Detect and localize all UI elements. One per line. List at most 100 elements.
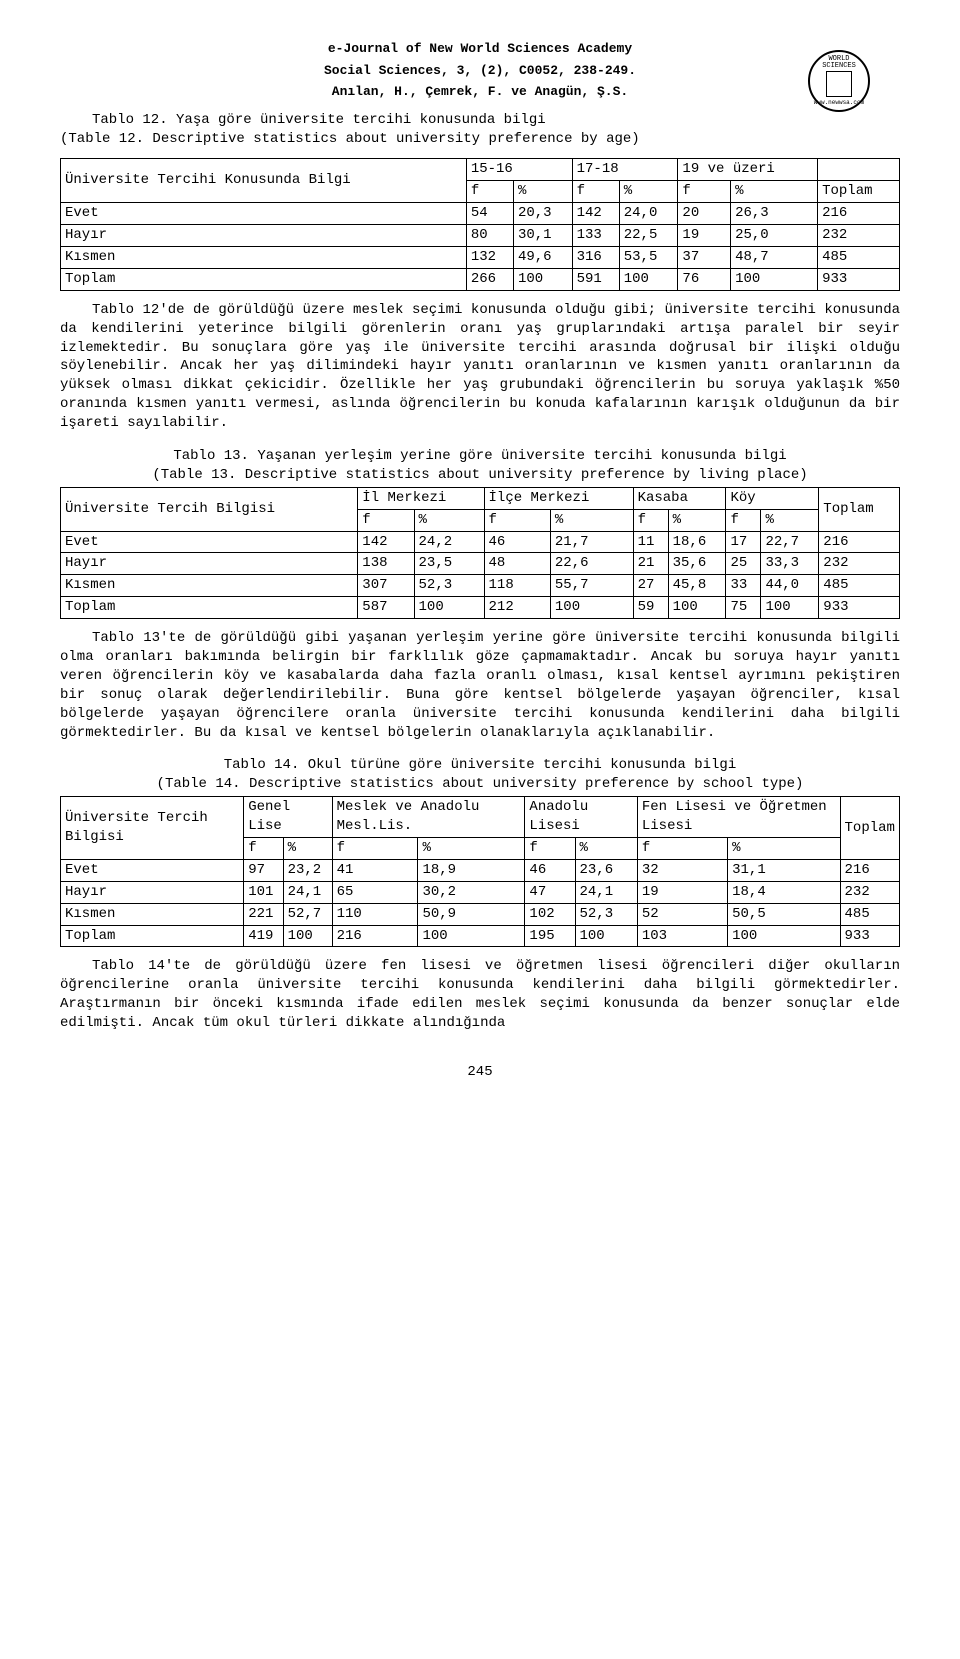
table-cell: 24,1 bbox=[283, 881, 332, 903]
t14-rowhead: Üniversite Tercih Bilgisi bbox=[61, 797, 244, 860]
table-cell: Kısmen bbox=[61, 246, 467, 268]
table-cell: 31,1 bbox=[728, 859, 840, 881]
table-cell: Evet bbox=[61, 531, 358, 553]
table-cell: 933 bbox=[818, 268, 900, 290]
t14-f2: f bbox=[332, 838, 418, 860]
table-cell: 52,7 bbox=[283, 903, 332, 925]
table14-title-tr: Tablo 14. Okul türüne göre üniversite te… bbox=[224, 757, 736, 773]
table-row: Hayır13823,54822,62135,62533,3232 bbox=[61, 553, 900, 575]
table-cell: 22,7 bbox=[761, 531, 819, 553]
t12-f2: f bbox=[572, 181, 619, 203]
table-cell: 52 bbox=[637, 903, 727, 925]
table-cell: 100 bbox=[418, 925, 525, 947]
table-cell: 46 bbox=[484, 531, 550, 553]
table-cell: 100 bbox=[283, 925, 332, 947]
table12-title-en: (Table 12. Descriptive statistics about … bbox=[60, 131, 640, 147]
para-after-t14: Tablo 14'te de görüldüğü üzere fen lises… bbox=[60, 957, 900, 1033]
table-cell: 41 bbox=[332, 859, 418, 881]
table12-caption: Tablo 12. Yaşa göre üniversite tercihi k… bbox=[60, 111, 900, 149]
table-cell: 221 bbox=[244, 903, 283, 925]
table14-caption: Tablo 14. Okul türüne göre üniversite te… bbox=[60, 756, 900, 794]
table-cell: 65 bbox=[332, 881, 418, 903]
t13-f4: f bbox=[726, 509, 761, 531]
t12-g1: 15-16 bbox=[466, 159, 572, 181]
table13-title-tr: Tablo 13. Yaşanan yerleşim yerine göre ü… bbox=[173, 448, 786, 464]
table-cell: Evet bbox=[61, 859, 244, 881]
para-after-t12: Tablo 12'de de görüldüğü üzere meslek se… bbox=[60, 301, 900, 433]
t14-g4: Fen Lisesi ve Öğretmen Lisesi bbox=[637, 797, 840, 838]
table-cell: 25,0 bbox=[731, 225, 818, 247]
table-cell: 33 bbox=[726, 575, 761, 597]
t14-p3: % bbox=[575, 838, 637, 860]
table-cell: 47 bbox=[525, 881, 575, 903]
table-cell: 21,7 bbox=[550, 531, 633, 553]
table-cell: 54 bbox=[466, 203, 513, 225]
table-cell: 24,1 bbox=[575, 881, 637, 903]
t12-total-h: Toplam bbox=[818, 181, 900, 203]
table-cell: 22,5 bbox=[619, 225, 678, 247]
table-cell: 24,0 bbox=[619, 203, 678, 225]
t13-total-h: Toplam bbox=[819, 487, 900, 531]
table13-caption: Tablo 13. Yaşanan yerleşim yerine göre ü… bbox=[60, 447, 900, 485]
table-cell: 20,3 bbox=[513, 203, 572, 225]
t14-g3: Anadolu Lisesi bbox=[525, 797, 637, 838]
t13-p4: % bbox=[761, 509, 819, 531]
table-cell: 52,3 bbox=[575, 903, 637, 925]
table-cell: 19 bbox=[678, 225, 731, 247]
t13-f1: f bbox=[358, 509, 414, 531]
t13-g4: Köy bbox=[726, 487, 819, 509]
t13-f2: f bbox=[484, 509, 550, 531]
table-cell: Toplam bbox=[61, 925, 244, 947]
t14-f1: f bbox=[244, 838, 283, 860]
table-cell: 27 bbox=[633, 575, 668, 597]
table-cell: 55,7 bbox=[550, 575, 633, 597]
table-cell: 30,1 bbox=[513, 225, 572, 247]
table-cell: 485 bbox=[818, 246, 900, 268]
table13: Üniversite Tercih Bilgisi İl Merkezi İlç… bbox=[60, 487, 900, 619]
table-cell: 52,3 bbox=[414, 575, 484, 597]
table-cell: 45,8 bbox=[668, 575, 726, 597]
para-after-t13: Tablo 13'te de görüldüğü gibi yaşanan ye… bbox=[60, 629, 900, 742]
table-cell: 216 bbox=[840, 859, 899, 881]
table-cell: 22,6 bbox=[550, 553, 633, 575]
table-cell: 50,9 bbox=[418, 903, 525, 925]
table-cell: 100 bbox=[513, 268, 572, 290]
table-row: Toplam419100216100195100103100933 bbox=[61, 925, 900, 947]
table-cell: 23,5 bbox=[414, 553, 484, 575]
table-cell: 18,6 bbox=[668, 531, 726, 553]
t13-p3: % bbox=[668, 509, 726, 531]
table-cell: 316 bbox=[572, 246, 619, 268]
table-cell: 21 bbox=[633, 553, 668, 575]
table-cell: 30,2 bbox=[418, 881, 525, 903]
table-cell: 100 bbox=[619, 268, 678, 290]
table-cell: 138 bbox=[358, 553, 414, 575]
table-cell: 232 bbox=[819, 553, 900, 575]
table-cell: 100 bbox=[575, 925, 637, 947]
table-cell: 133 bbox=[572, 225, 619, 247]
t12-g2: 17-18 bbox=[572, 159, 678, 181]
table13-title-en: (Table 13. Descriptive statistics about … bbox=[152, 467, 807, 483]
logo-text: WORLD SCIENCES bbox=[810, 56, 868, 70]
table-cell: 591 bbox=[572, 268, 619, 290]
t13-g2: İlçe Merkezi bbox=[484, 487, 633, 509]
table-cell: 100 bbox=[728, 925, 840, 947]
t13-g1: İl Merkezi bbox=[358, 487, 484, 509]
table-cell: 50,5 bbox=[728, 903, 840, 925]
table-cell: 100 bbox=[761, 597, 819, 619]
table12: Üniversite Tercihi Konusunda Bilgi 15-16… bbox=[60, 158, 900, 290]
t12-p2: % bbox=[619, 181, 678, 203]
table-cell: Kısmen bbox=[61, 575, 358, 597]
table-cell: 100 bbox=[731, 268, 818, 290]
table-cell: Hayır bbox=[61, 225, 467, 247]
page-number: 245 bbox=[60, 1063, 900, 1082]
table-cell: 75 bbox=[726, 597, 761, 619]
table-cell: 32 bbox=[637, 859, 727, 881]
table12-title-tr: Tablo 12. Yaşa göre üniversite tercihi k… bbox=[92, 112, 546, 128]
table-cell: 419 bbox=[244, 925, 283, 947]
table-cell: 132 bbox=[466, 246, 513, 268]
table-row: Kısmen22152,711050,910252,35250,5485 bbox=[61, 903, 900, 925]
table-cell: 485 bbox=[819, 575, 900, 597]
table-cell: 17 bbox=[726, 531, 761, 553]
table-cell: 933 bbox=[819, 597, 900, 619]
table-cell: 48,7 bbox=[731, 246, 818, 268]
